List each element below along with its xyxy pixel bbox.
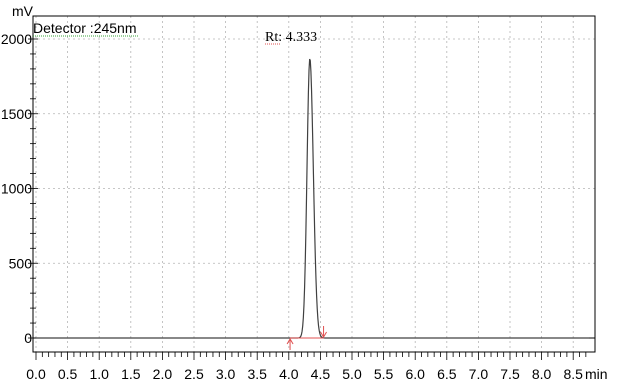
- y-tick-label: 500: [9, 255, 33, 271]
- series-layer: [36, 58, 589, 339]
- y-tick-label: 1500: [1, 106, 32, 122]
- x-tick-label: 0.0: [26, 366, 46, 382]
- x-tick-label: 7.5: [500, 366, 520, 382]
- peak-rt-label: Rt: 4.333: [265, 30, 317, 45]
- x-tick-label: 8.5: [563, 366, 583, 382]
- peak-start-arrow: [286, 338, 294, 345]
- detector-label: Detector :245nm: [33, 20, 137, 36]
- x-tick-label: 2.5: [184, 366, 204, 382]
- x-tick-label: 5.0: [342, 366, 362, 382]
- x-unit-label: min: [585, 366, 608, 382]
- x-tick-label: 6.5: [437, 366, 457, 382]
- x-tick-label: 3.5: [247, 366, 267, 382]
- x-tick-label: 6.0: [405, 366, 425, 382]
- x-tick-label: 7.0: [469, 366, 489, 382]
- x-tick-label: 1.0: [89, 366, 109, 382]
- x-tick-label: 2.0: [153, 366, 173, 382]
- y-tick-label: 2000: [1, 31, 32, 47]
- x-tick-label: 0.5: [58, 366, 78, 382]
- ticks-layer: 0 500 1000 1500 2000 0.0 0.5 1.0 1.5 2.0 2.5 3.0 3.5…: [1, 31, 587, 382]
- baseline-layer: [33, 35, 327, 350]
- x-tick-label: 8.0: [532, 366, 552, 382]
- peak-end-arrow: [320, 331, 327, 338]
- y-tick-label: 0: [24, 330, 32, 346]
- x-tick-label: 3.0: [216, 366, 236, 382]
- x-tick-label: 4.0: [279, 366, 299, 382]
- x-tick-label: 1.5: [121, 366, 141, 382]
- chromatogram-trace: [36, 58, 589, 339]
- x-tick-label: 4.5: [311, 366, 331, 382]
- x-tick-label: 5.5: [374, 366, 394, 382]
- y-unit-label: mV: [12, 3, 34, 19]
- y-tick-label: 1000: [1, 181, 32, 197]
